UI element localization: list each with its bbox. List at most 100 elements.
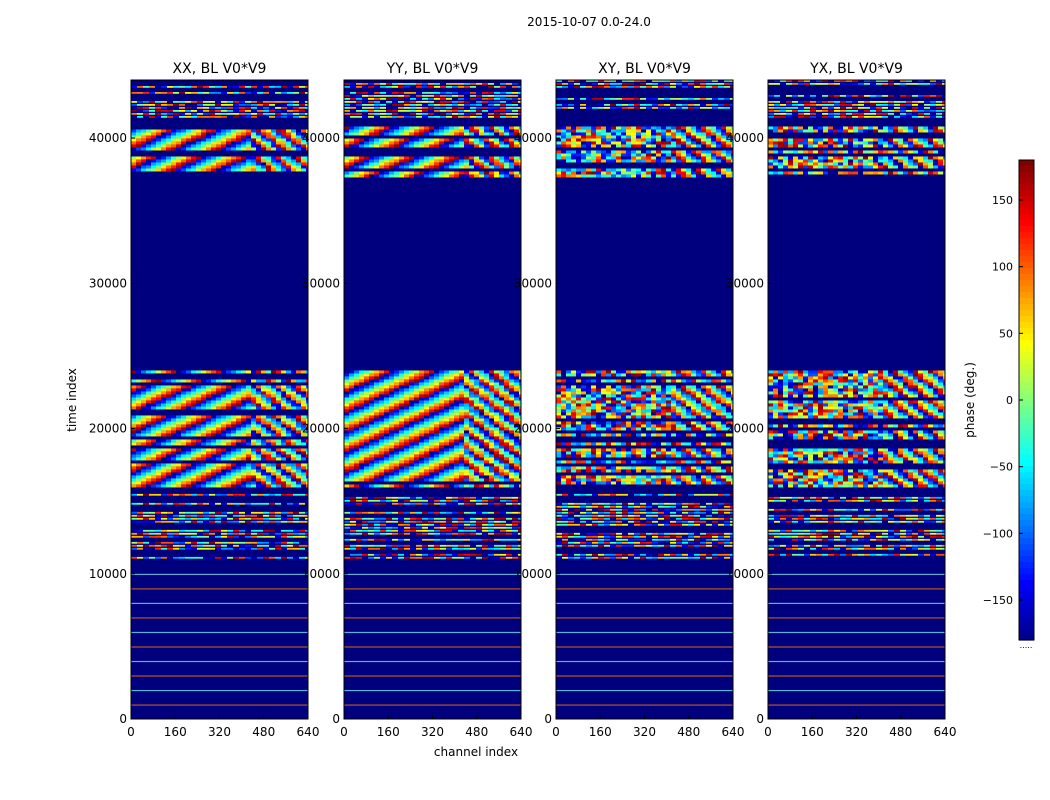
fringe-cell [419, 472, 424, 476]
noise-cell [586, 511, 592, 514]
fringe-cell [201, 129, 206, 133]
fringe-cell [281, 469, 286, 473]
fringe-cell [374, 162, 379, 166]
sparse-row [556, 646, 733, 648]
noise-cell [428, 520, 434, 523]
noise-cell [368, 547, 374, 550]
noise-cell [167, 520, 173, 523]
fringe-cell [206, 132, 211, 136]
fringe-cell [469, 454, 474, 458]
fringe-cell [484, 403, 489, 407]
fringe-cell [514, 436, 519, 440]
fringe-cell [306, 454, 308, 458]
noise-cell [293, 86, 299, 88]
fringe-cell [161, 388, 166, 392]
fringe-cell [166, 427, 171, 431]
noise-cell [374, 95, 380, 97]
noise-cell [251, 110, 257, 112]
fringe-cell [414, 427, 419, 431]
fringe-cell [434, 171, 439, 175]
fringe-cell [484, 454, 489, 458]
fringe-cell [131, 147, 136, 151]
noise-cell [227, 541, 233, 544]
noise-cell [344, 556, 350, 559]
fringe-cell [216, 469, 221, 473]
noise-cell [416, 511, 422, 514]
fringe-cell [156, 418, 161, 422]
noise-cell [257, 116, 263, 118]
fringe-cell [364, 370, 369, 374]
fringe-cell [359, 460, 364, 464]
noise-cell [227, 544, 233, 547]
noise-cell [458, 110, 464, 112]
fringe-cell [489, 162, 494, 166]
fringe-cell [241, 427, 246, 431]
noise-cell [209, 547, 215, 550]
fringe-cell [509, 412, 514, 416]
noise-cell [458, 556, 464, 559]
fringe-cell [369, 400, 374, 404]
fringe-cell [434, 445, 439, 449]
noise-cell [245, 110, 251, 112]
fringe-cell [216, 451, 221, 455]
fringe-cell [186, 147, 191, 151]
noise-cell [137, 529, 143, 532]
noise-cell [263, 547, 269, 550]
fringe-cell [131, 424, 136, 428]
fringe-cell [474, 174, 479, 178]
fringe-cell [359, 469, 364, 473]
fringe-cell [359, 391, 364, 395]
fringe-cell [364, 171, 369, 175]
noise-cell [416, 526, 422, 529]
fringe-cell [296, 144, 301, 148]
noise-cell [458, 113, 464, 115]
fringe-cell [236, 448, 241, 452]
fringe-cell [409, 406, 414, 410]
fringe-cell [271, 454, 276, 458]
fringe-cell [364, 421, 369, 425]
fringe-cell [409, 484, 414, 488]
fringe-cell [186, 433, 191, 437]
fringe-cell [384, 382, 389, 386]
noise-cell [149, 544, 155, 547]
fringe-cell [359, 376, 364, 380]
fringe-cell [176, 156, 181, 160]
noise-cell [221, 544, 227, 547]
noise-cell [245, 502, 251, 505]
noise-cell [446, 553, 452, 556]
fringe-cell [409, 144, 414, 148]
fringe-cell [246, 141, 251, 145]
noise-cell [482, 104, 488, 106]
fringe-cell [141, 427, 146, 431]
noise-cell [476, 83, 482, 85]
fringe-cell [394, 424, 399, 428]
fringe-cell [469, 397, 474, 401]
noise-cell [362, 95, 368, 97]
fringe-cell [176, 379, 181, 383]
fringe-cell [286, 433, 291, 437]
fringe-cell [484, 448, 489, 452]
fringe-cell [459, 466, 464, 470]
fringe-cell [484, 373, 489, 377]
noise-cell [362, 529, 368, 532]
noise-cell [446, 526, 452, 529]
fringe-cell [349, 439, 354, 443]
fringe-cell [374, 379, 379, 383]
fringe-cell [131, 391, 136, 395]
fringe-cell [404, 391, 409, 395]
fringe-cell [394, 391, 399, 395]
fringe-cell [166, 406, 171, 410]
fringe-cell [281, 472, 286, 476]
sparse-row [556, 689, 733, 692]
noise-cell [512, 538, 518, 541]
fringe-cell [394, 400, 399, 404]
fringe-cell [489, 442, 494, 446]
noise-cell [446, 547, 452, 550]
fringe-cell [509, 457, 514, 461]
noise-cell [344, 532, 350, 535]
noise-cell [506, 553, 512, 556]
fringe-cell [276, 156, 281, 160]
fringe-cell [291, 484, 296, 488]
noise-cell [233, 110, 239, 112]
fringe-cell [489, 451, 494, 455]
